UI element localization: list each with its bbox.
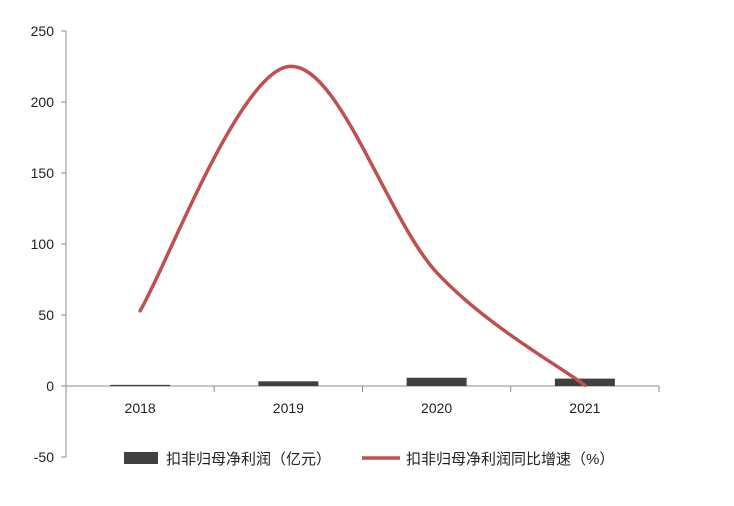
y-tick-label: 100 xyxy=(31,236,55,252)
y-axis-ticks: -50 0 50 100 150 200 250 xyxy=(31,23,66,465)
y-tick-label: 250 xyxy=(31,23,55,39)
y-tick-label: 50 xyxy=(38,307,54,323)
x-tick-label: 2021 xyxy=(569,400,600,416)
bar xyxy=(554,378,615,386)
axes xyxy=(65,31,659,457)
x-axis-ticks: 2018 2019 2020 2021 xyxy=(125,386,660,416)
bar xyxy=(406,377,467,386)
bar xyxy=(258,381,319,386)
bar-series xyxy=(110,377,615,386)
x-tick-label: 2019 xyxy=(273,400,304,416)
y-tick-label: 0 xyxy=(46,378,54,394)
bar xyxy=(110,384,171,386)
x-tick-label: 2020 xyxy=(421,400,452,416)
legend-swatch-bar xyxy=(124,452,158,464)
legend-label-line: 扣非归母净利润同比增速（%） xyxy=(406,451,614,468)
series-line xyxy=(138,64,587,388)
line-series xyxy=(138,64,587,388)
x-tick-label: 2018 xyxy=(125,400,156,416)
y-tick-label: 200 xyxy=(31,94,55,110)
y-tick-label: -50 xyxy=(34,449,54,465)
y-tick-label: 150 xyxy=(31,165,55,181)
legend-label-bar: 扣非归母净利润（亿元） xyxy=(166,451,331,468)
legend: 扣非归母净利润（亿元） 扣非归母净利润同比增速（%） xyxy=(124,451,614,468)
